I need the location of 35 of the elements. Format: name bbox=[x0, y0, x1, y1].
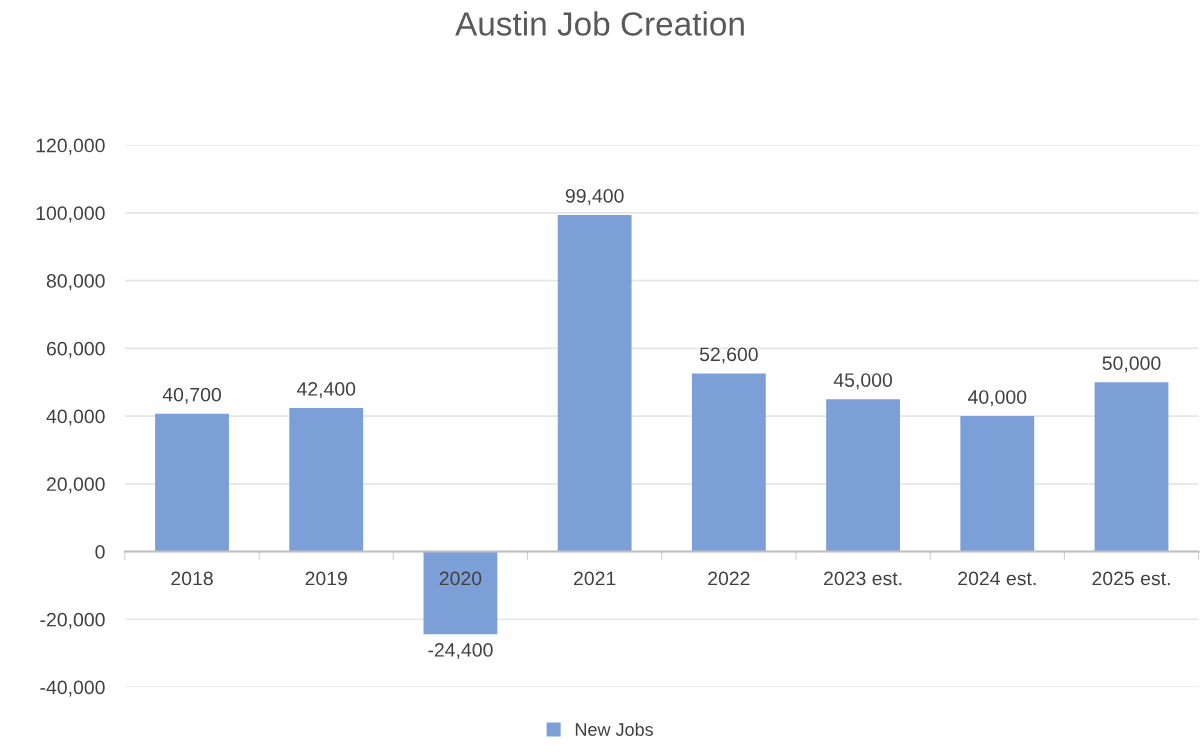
y-tick-label: 40,000 bbox=[46, 409, 105, 426]
y-tick-label: 80,000 bbox=[46, 274, 105, 291]
x-tick-label: 2024 est. bbox=[958, 571, 1036, 586]
y-tick-label: 100,000 bbox=[36, 206, 105, 223]
data-label: 40,000 bbox=[967, 390, 1027, 407]
x-tick-label: 2022 bbox=[708, 571, 750, 586]
bar bbox=[826, 399, 900, 552]
y-tick-label: -40,000 bbox=[40, 680, 105, 697]
x-tick-label: 2019 bbox=[305, 571, 347, 586]
y-tick-label: 20,000 bbox=[46, 477, 105, 494]
x-tick-label: 2025 est. bbox=[1092, 571, 1170, 586]
x-tick-label: 2021 bbox=[574, 571, 616, 586]
data-label: 52,600 bbox=[699, 347, 758, 364]
x-tick-label: 2018 bbox=[171, 571, 213, 586]
data-label: 50,000 bbox=[1102, 356, 1161, 373]
data-label: 45,000 bbox=[833, 373, 893, 390]
bar bbox=[155, 413, 229, 552]
x-tick-label: 2020 bbox=[439, 571, 482, 586]
y-tick-label: 0 bbox=[95, 545, 105, 559]
bar bbox=[289, 407, 364, 552]
y-tick-label: -20,000 bbox=[40, 612, 105, 629]
data-label: 40,700 bbox=[162, 387, 221, 404]
bar bbox=[691, 373, 766, 552]
bar bbox=[1094, 382, 1169, 552]
x-tick-label: 2023 est. bbox=[824, 571, 902, 586]
chart-title: Austin Job Creation bbox=[455, 11, 744, 36]
bar bbox=[557, 214, 632, 552]
bar bbox=[423, 551, 498, 635]
bar bbox=[960, 416, 1035, 552]
y-tick-label: 120,000 bbox=[36, 138, 105, 155]
data-label: 42,400 bbox=[296, 382, 356, 399]
y-tick-label: 60,000 bbox=[46, 341, 105, 358]
data-label: -24,400 bbox=[428, 643, 493, 660]
data-label: 99,400 bbox=[565, 188, 624, 206]
legend-label: New Jobs bbox=[575, 722, 654, 736]
